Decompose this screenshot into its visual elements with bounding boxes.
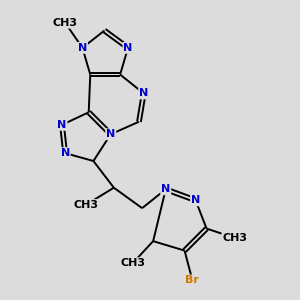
Text: N: N	[161, 184, 170, 194]
Text: CH3: CH3	[222, 233, 248, 243]
Text: N: N	[61, 148, 70, 158]
Text: N: N	[139, 88, 148, 98]
Text: N: N	[78, 43, 87, 53]
Text: N: N	[57, 120, 67, 130]
Text: Br: Br	[185, 275, 200, 285]
Text: CH3: CH3	[73, 200, 98, 210]
Text: N: N	[191, 195, 200, 205]
Text: CH3: CH3	[120, 258, 145, 268]
Text: N: N	[123, 43, 133, 53]
Text: CH3: CH3	[52, 18, 78, 28]
Text: N: N	[106, 129, 115, 139]
